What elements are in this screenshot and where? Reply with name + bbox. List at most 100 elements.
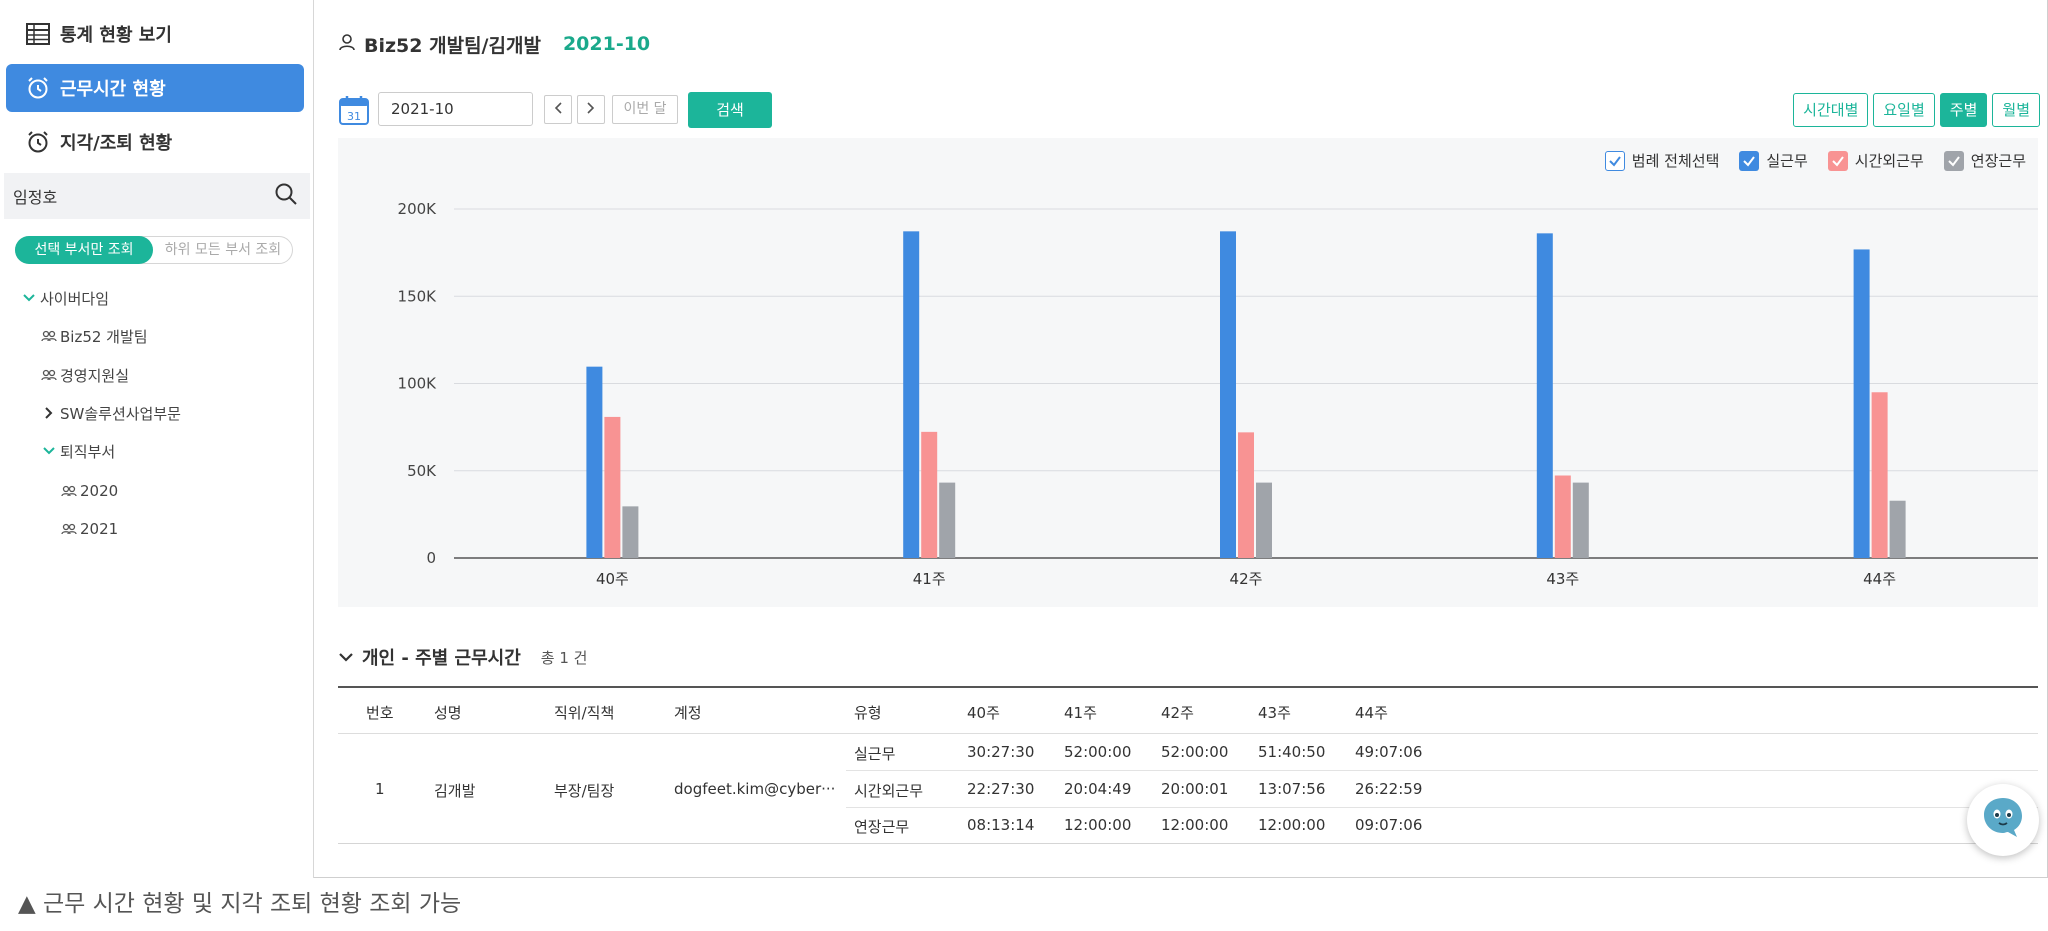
legend-item-extended[interactable]: 연장근무 [1943,150,2026,171]
checkbox-icon[interactable] [1943,150,1964,171]
this-month-button[interactable]: 이번 달 [612,95,678,124]
col-header: 성명 [434,704,462,722]
member-search[interactable]: 임정호 [4,173,310,219]
sidebar: 통계 현황 보기 근무시간 현황 지각/조퇴 현황 임정호 선택 부서만 조회 … [4,0,314,878]
scope-all-sub[interactable]: 하위 모든 부서 조회 [164,242,282,258]
tree-item-dept[interactable]: 경영지원실 [40,363,129,387]
bar-overtime [1238,432,1254,558]
col-header: 42주 [1161,704,1194,722]
table-header: 번호 성명 직위/직책 계정 유형 40주 41주 42주 43주 44주 [338,686,2038,734]
chatbot-button[interactable] [1967,784,2039,856]
col-header: 유형 [854,704,882,722]
search-input[interactable]: 임정호 [13,188,58,207]
page-title: Biz52 개발팀/김개발 [364,34,541,57]
legend-item-overtime[interactable]: 시간외근무 [1827,150,1924,171]
x-tick-label: 43주 [1546,570,1579,588]
col-header: 계정 [674,704,702,722]
view-weekday-button[interactable]: 요일별 [1873,93,1935,127]
col-header: 41주 [1064,704,1097,722]
tree-item-dept[interactable]: SW솔루션사업부문 [40,401,181,425]
nav-label: 통계 현황 보기 [60,25,172,46]
group-icon [60,523,78,535]
cell-account: dogfeet.kim@cyber··· [674,780,836,798]
legend-item-work[interactable]: 실근무 [1739,150,1808,171]
bar-extended [622,506,639,558]
prev-month-button[interactable] [544,95,572,124]
group-icon [60,485,78,497]
weekly-bar-chart: 0 50K 100K 150K 200K 40주 41주 42주 43주 44주 [398,200,2038,588]
x-tick-label: 42주 [1230,570,1263,588]
view-hourly-button[interactable]: 시간대별 [1793,93,1869,127]
nav-item-work-hours[interactable]: 근무시간 현황 [6,64,304,112]
chevron-down-icon[interactable] [338,648,354,667]
checkbox-icon[interactable] [1739,150,1760,171]
bar-extended [1256,482,1272,558]
user-icon [338,33,356,55]
bar-work [1853,249,1870,558]
nav-label: 지각/조퇴 현황 [60,133,173,154]
y-tick-label: 200K [398,200,438,218]
group-icon [40,330,58,342]
scope-toggle[interactable]: 선택 부서만 조회 하위 모든 부서 조회 [15,236,293,264]
next-month-button[interactable] [577,95,605,124]
chevron-down-icon[interactable] [40,446,58,456]
view-mode-group: 시간대별 요일별 주별 월별 [1793,93,2040,127]
x-tick-label: 40주 [596,570,629,588]
tree-item-dept[interactable]: 2021 [60,517,118,541]
chevron-left-icon [553,100,563,119]
bar-work [586,366,603,558]
bar-work [903,231,920,558]
cell-name: 김개발 [434,782,476,800]
row-divider [338,843,2038,844]
bar-extended [1572,482,1589,558]
scope-selected-only[interactable]: 선택 부서만 조회 [15,236,153,264]
chevron-right-icon[interactable] [40,406,58,420]
search-button[interactable]: 검색 [688,92,772,128]
y-tick-label: 0 [426,549,436,567]
nav-item-statistics[interactable]: 통계 현황 보기 [6,10,304,58]
search-icon[interactable] [274,182,298,210]
page-header: Biz52 개발팀/김개발 2021-10 [338,30,650,58]
group-icon [40,369,58,381]
col-header: 43주 [1258,704,1291,722]
caption: ▲ 근무 시간 현황 및 지각 조퇴 현황 조회 가능 [18,891,462,917]
main-content: Biz52 개발팀/김개발 2021-10 31 2021-10 이번 달 검색… [314,0,2048,878]
view-weekly-button[interactable]: 주별 [1939,93,1988,127]
bar-overtime [1554,475,1571,558]
cell-position: 부장/팀장 [554,782,615,800]
tree-item-dept[interactable]: 퇴직부서 [40,439,115,463]
chatbot-icon [1978,793,2028,847]
legend-select-all[interactable]: 범례 전체선택 [1604,150,1719,171]
checkbox-icon[interactable] [1827,150,1848,171]
bar-work [1536,233,1553,558]
tree-item-dept[interactable]: Biz52 개발팀 [40,324,148,348]
current-month: 2021-10 [562,33,651,55]
chevron-right-icon [586,100,596,119]
chart-legend: 범례 전체선택 실근무 시간외근무 연장근무 [1604,150,2026,171]
section-title: 개인 - 주별 근무시간 [362,648,521,669]
y-tick-label: 150K [398,287,438,305]
bar-extended [1889,500,1906,558]
bar-overtime [604,416,621,558]
chevron-down-icon[interactable] [20,293,38,303]
tree-item-root[interactable]: 사이버다임 [20,286,109,310]
y-tick-label: 100K [398,375,438,393]
month-input[interactable]: 2021-10 [378,92,533,126]
bar-overtime [921,431,938,558]
calendar-icon[interactable]: 31 [338,94,370,130]
x-tick-label: 44주 [1863,570,1896,588]
alarm-clock-icon [26,130,60,154]
checkbox-icon[interactable] [1604,150,1625,171]
nav-label: 근무시간 현황 [60,79,166,100]
nav-item-late-early[interactable]: 지각/조퇴 현황 [6,118,304,166]
col-header: 번호 [366,704,394,722]
bar-overtime [1871,392,1888,558]
chart-panel: 범례 전체선택 실근무 시간외근무 연장근무 0 50K 100K [338,138,2038,607]
col-header: 40주 [967,704,1000,722]
col-header: 44주 [1355,704,1388,722]
record-count: 총 1 건 [540,648,588,667]
bar-work [1220,231,1236,558]
tree-item-dept[interactable]: 2020 [60,479,118,503]
view-monthly-button[interactable]: 월별 [1992,93,2040,127]
x-tick-label: 41주 [913,570,946,588]
